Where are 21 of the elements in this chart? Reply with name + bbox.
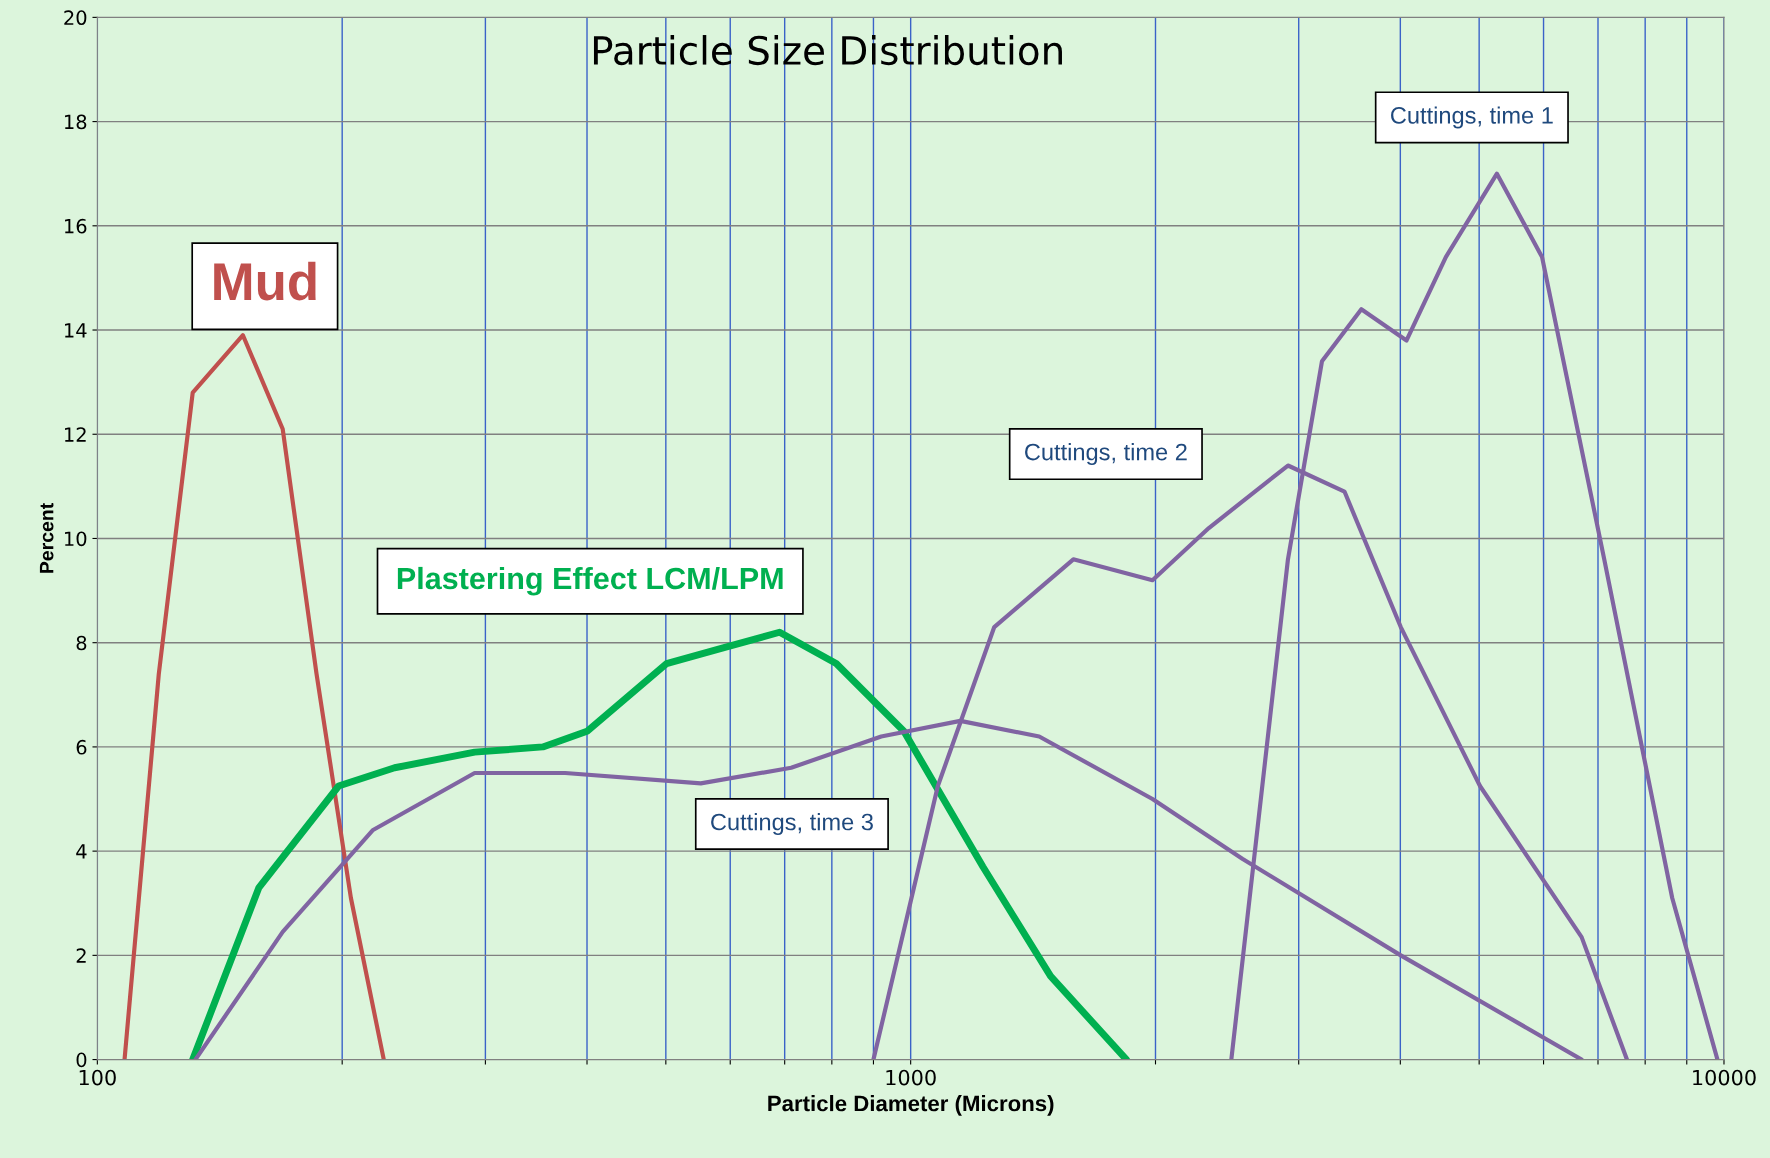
y-tick-label: 4 <box>76 844 87 859</box>
y-tick-label: 12 <box>65 427 86 442</box>
y-tick-label: 6 <box>76 739 87 755</box>
y-tick-label: 0 <box>76 1052 87 1068</box>
y-tick-label: 10 <box>65 531 87 547</box>
x-axis-title: Particle Diameter (Microns) <box>768 1095 1054 1116</box>
text: Cuttings, time 1 <box>1391 106 1553 129</box>
y-tick-label: 18 <box>65 114 87 130</box>
series-label: Plastering Effect LCM/LPM <box>397 566 783 596</box>
y-tick-label: 14 <box>65 323 87 338</box>
y-tick-label: 8 <box>76 635 87 651</box>
series-label: Mud <box>214 261 316 301</box>
x-tick-label: 1000 <box>886 1069 936 1086</box>
y-axis-title: Percent <box>39 503 54 573</box>
y-tick-label: 2 <box>76 948 86 963</box>
text: Cuttings, time 2 <box>1025 443 1187 466</box>
y-tick-label: 20 <box>64 10 87 26</box>
y-tick-label: 16 <box>65 218 87 234</box>
series-label: Cuttings, time 3 <box>711 813 873 836</box>
x-tick-label: 100 <box>79 1069 116 1086</box>
x-tick-label: 10000 <box>1693 1069 1756 1086</box>
